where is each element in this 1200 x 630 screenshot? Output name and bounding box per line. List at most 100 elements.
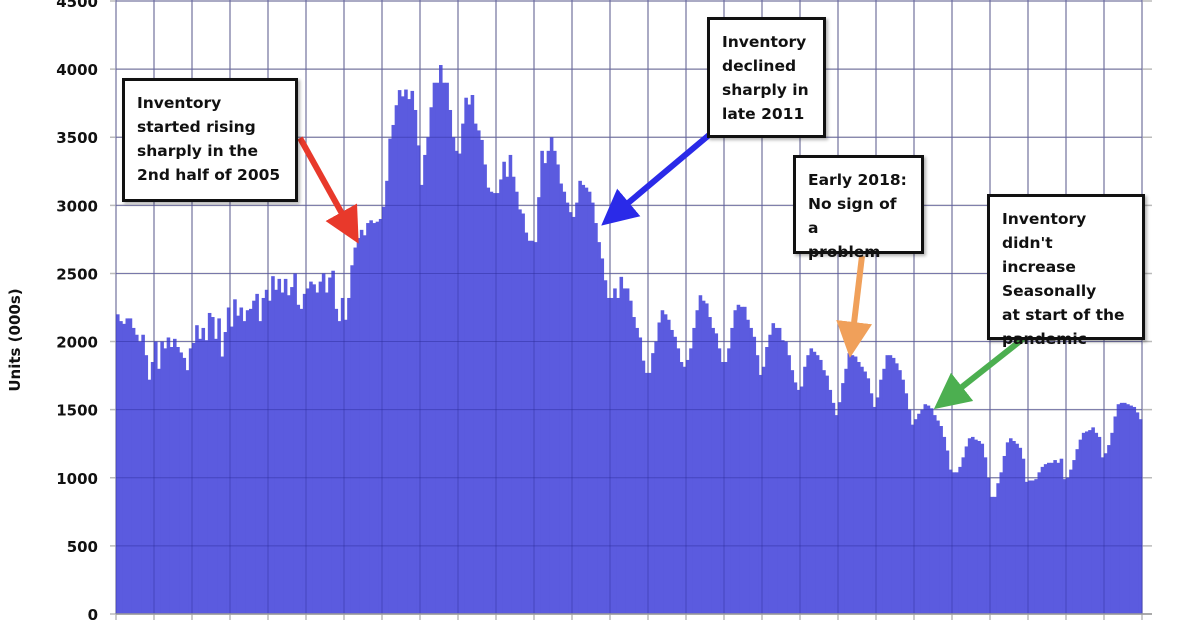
bar [1094, 432, 1099, 614]
bar [508, 154, 513, 615]
bar [521, 213, 525, 615]
bar [632, 317, 636, 614]
bar [777, 327, 782, 614]
bar [781, 340, 785, 614]
bar [1043, 464, 1048, 614]
y-axis-ticks: 0 500 1000 1500 2000 2500 3000 3500 4000 4500 [56, 0, 98, 624]
bar [391, 124, 396, 614]
bar [733, 310, 738, 614]
bar [641, 360, 646, 614]
bar [321, 273, 326, 614]
bar [448, 109, 453, 614]
bar [394, 105, 399, 615]
bar [657, 322, 662, 614]
bar [223, 332, 228, 614]
bar [353, 247, 358, 614]
bar [625, 288, 630, 614]
bar [131, 327, 136, 614]
bar [654, 341, 658, 614]
bar [679, 361, 684, 614]
bar [366, 223, 370, 614]
bar [163, 348, 168, 614]
bar [945, 450, 950, 614]
bar [806, 355, 810, 614]
bar [891, 357, 896, 614]
bar [356, 238, 361, 614]
annotation-pandemic: Inventory didn't increase Seasonally at … [987, 194, 1145, 348]
bar [302, 293, 307, 614]
bar [344, 319, 348, 614]
red-arrow [297, 136, 359, 244]
bar [401, 96, 405, 615]
bar [872, 406, 877, 614]
bar [271, 276, 275, 614]
bar [910, 424, 915, 614]
bar [309, 281, 313, 614]
bar [990, 496, 994, 614]
bar [660, 310, 665, 614]
bar [141, 334, 145, 614]
bar [150, 361, 155, 614]
bar [967, 438, 972, 614]
bar [195, 325, 199, 614]
bar [287, 295, 291, 614]
bar [527, 240, 532, 615]
bar [293, 273, 297, 614]
bar [933, 415, 937, 614]
bar [423, 154, 427, 615]
bar [397, 90, 402, 614]
bar [553, 150, 557, 614]
bar [426, 137, 430, 614]
bar [869, 393, 874, 614]
bar [217, 318, 221, 614]
bar [755, 355, 760, 614]
bar [464, 97, 468, 615]
bar [752, 336, 757, 614]
bar [214, 338, 218, 614]
bar [274, 289, 278, 614]
bar [1056, 462, 1061, 614]
bar [154, 341, 158, 614]
bar [926, 405, 931, 614]
y-tick-label: 3500 [56, 129, 98, 147]
bar [1053, 460, 1057, 614]
bar [119, 321, 123, 614]
y-tick-label: 4000 [56, 61, 98, 79]
bar [720, 361, 725, 614]
bar [546, 150, 551, 614]
bar [736, 304, 741, 614]
bar [1066, 477, 1070, 614]
blue-arrow [601, 127, 717, 226]
bar [258, 321, 263, 614]
bar [1091, 427, 1095, 614]
bar [255, 293, 259, 614]
bar [378, 218, 383, 614]
bar [616, 297, 620, 614]
bar [144, 355, 149, 614]
bar [714, 333, 719, 614]
bar [844, 368, 848, 614]
bar [689, 348, 693, 614]
y-tick-label: 500 [67, 538, 98, 556]
bar [185, 370, 190, 614]
bar [701, 300, 706, 614]
bar [876, 397, 880, 614]
bar [116, 314, 120, 614]
bar [939, 426, 943, 614]
bar [686, 359, 690, 614]
bar [698, 295, 703, 614]
bar [952, 472, 956, 614]
bar [290, 287, 294, 614]
bar [454, 150, 459, 614]
bar [315, 292, 320, 614]
bar [901, 379, 905, 614]
bar [337, 321, 342, 614]
bar [160, 341, 164, 614]
bar [600, 258, 605, 614]
bar [230, 326, 234, 614]
bar [1015, 443, 1019, 614]
bar [673, 336, 677, 614]
bar [708, 317, 712, 614]
bar [800, 386, 804, 614]
bar [369, 220, 373, 614]
